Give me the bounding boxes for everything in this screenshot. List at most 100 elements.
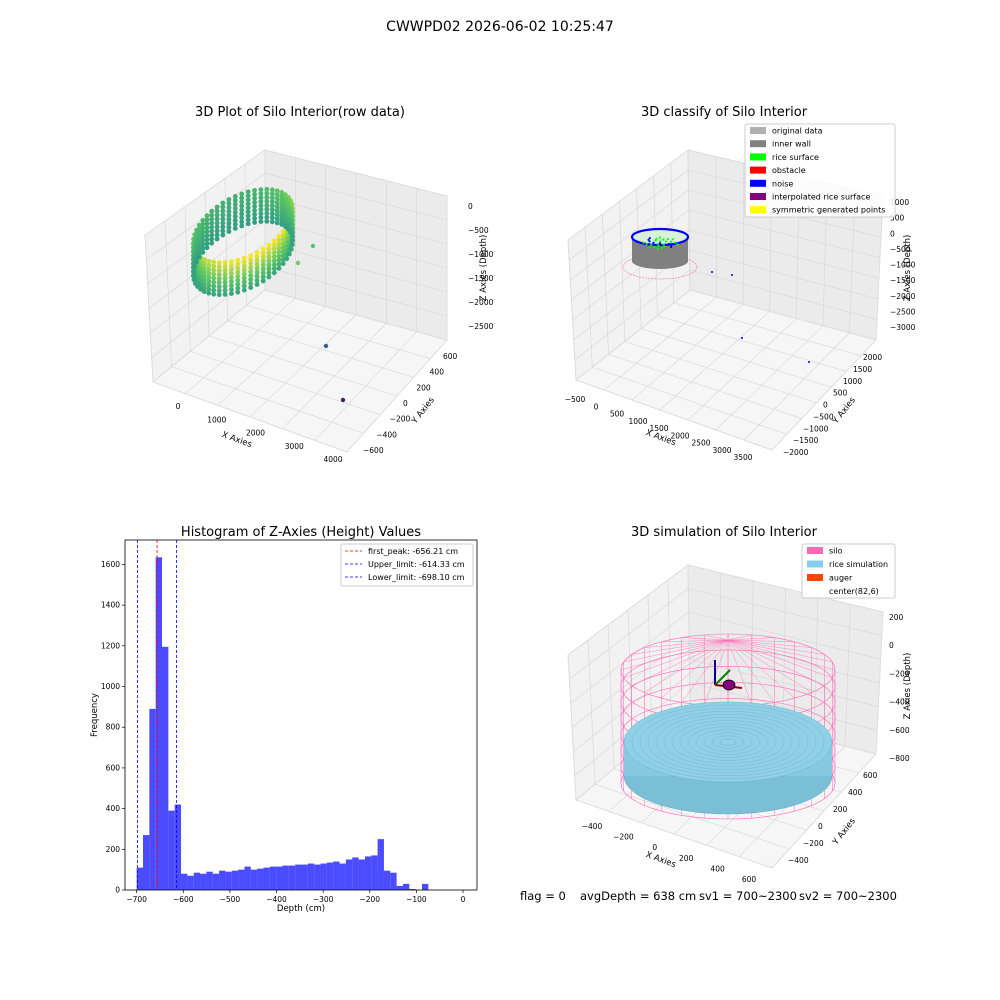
histogram-bar [143, 835, 150, 890]
classify-x-tick: 1500 [649, 424, 668, 433]
legend-swatch [750, 153, 766, 161]
silo-roof-line [727, 634, 752, 641]
raw-x-tick: 0 [176, 402, 181, 411]
raw-data-point [200, 222, 206, 227]
raw-z-tick: −1000 [468, 250, 494, 259]
raw-data-point [264, 214, 270, 220]
raw-data-point [264, 190, 270, 196]
raw-data-point [239, 203, 245, 209]
raw-data-point [248, 273, 254, 278]
legend-label: obstacle [772, 166, 806, 175]
histogram-bar [269, 866, 277, 890]
raw-x-tick: 2000 [246, 429, 265, 438]
classify-legend-frame [744, 123, 896, 218]
simulation-auger [714, 660, 743, 691]
simulation-z-axis-label: Z Axies (Depth) [903, 653, 913, 720]
raw-data-point [264, 186, 270, 192]
grid-line [574, 269, 690, 361]
footer-sv1: sv1 = 700~2300 [699, 889, 797, 903]
raw-data-point [269, 219, 275, 225]
histogram-x-tick: −400 [266, 895, 287, 904]
raw-data-point [235, 289, 241, 295]
grid-line [584, 227, 593, 368]
raw-data-point [279, 198, 285, 203]
raw-data-point [258, 195, 264, 201]
simulation-z-tick: −800 [889, 754, 910, 763]
raw-data-point [204, 229, 210, 235]
raw-data-point [201, 261, 207, 266]
histogram-bar [364, 856, 372, 890]
classify-surface-point [660, 246, 664, 250]
raw-data-point [279, 218, 285, 223]
histogram-bar [390, 872, 397, 890]
raw-data-point [266, 246, 272, 252]
raw-data-point [232, 202, 238, 207]
histogram-bar [181, 873, 188, 890]
raw-data-point [260, 262, 266, 268]
raw-data-point [220, 224, 226, 230]
rice-mesh-ring [679, 723, 777, 761]
raw-data-point [269, 195, 275, 201]
raw-data-point [206, 274, 212, 280]
legend-label: rice surface [772, 153, 819, 162]
raw-data-point [279, 222, 285, 227]
silo-roof-line [623, 639, 729, 679]
histogram-bar [244, 866, 251, 890]
classify-grid [568, 156, 883, 441]
raw-data-point [190, 273, 196, 278]
classify-x-tick: 3500 [733, 453, 752, 462]
raw-data-point [248, 269, 254, 274]
raw-data-point [206, 282, 212, 288]
raw-data-point [248, 281, 254, 286]
raw-data-point [245, 197, 251, 203]
histogram-title: Histogram of Z-Axies (Height) Values [181, 525, 421, 540]
histogram-bar [402, 883, 410, 890]
raw-data-point [276, 265, 282, 271]
legend-label: silo [829, 547, 843, 556]
raw-data-point [220, 228, 226, 234]
raw-data-point [229, 263, 234, 268]
raw-data-point [274, 204, 280, 210]
histogram-y-tick: 200 [106, 845, 121, 854]
grid-line [689, 682, 878, 731]
raw-data-point [222, 288, 228, 293]
raw-data-point [214, 212, 220, 218]
raw-data-point [279, 210, 285, 215]
raw-data-point [252, 192, 257, 197]
grid-line [689, 249, 879, 300]
raw-data-point [214, 228, 220, 234]
raw-data-point [232, 194, 238, 199]
raw-data-point [229, 275, 234, 280]
raw-data-point [226, 209, 232, 214]
histogram-y-tick: 800 [106, 723, 121, 732]
rice-mesh-ring [663, 717, 793, 767]
raw-data-point [232, 214, 238, 219]
raw-data-point [216, 272, 222, 278]
raw-data-point [248, 257, 254, 262]
histogram-bar [155, 557, 163, 890]
raw-data-3d-plot: 3D Plot of Silo Interior(row data) 0 1000… [144, 105, 494, 464]
raw-outlier-point [340, 397, 346, 403]
classify-surface-point [658, 236, 662, 239]
classify-floor-pane [574, 289, 877, 451]
classify-z-tick: −2000 [890, 292, 916, 301]
silo-roof-line [620, 639, 729, 671]
classify-z-tick: 1000 [890, 198, 909, 207]
rice-mesh-ring [639, 708, 817, 776]
histogram-bar [219, 870, 226, 890]
raw-data-point [235, 277, 241, 283]
histogram-bar [193, 872, 201, 890]
raw-data-point [276, 257, 282, 263]
classify-surface-point [655, 237, 658, 240]
raw-data-point [241, 267, 247, 273]
legend-label: original data [772, 127, 823, 136]
raw-data-point [206, 270, 212, 276]
classify-surface-point [670, 246, 673, 249]
classify-y-tick: 1000 [843, 377, 862, 386]
raw-data-point [271, 258, 277, 264]
footer-avg-depth: avgDepth = 638 cm [580, 889, 696, 903]
silo-roof-line [727, 639, 795, 699]
raw-data-point [216, 264, 222, 270]
classify-surface-point [662, 238, 665, 241]
raw-data-point [226, 197, 232, 202]
